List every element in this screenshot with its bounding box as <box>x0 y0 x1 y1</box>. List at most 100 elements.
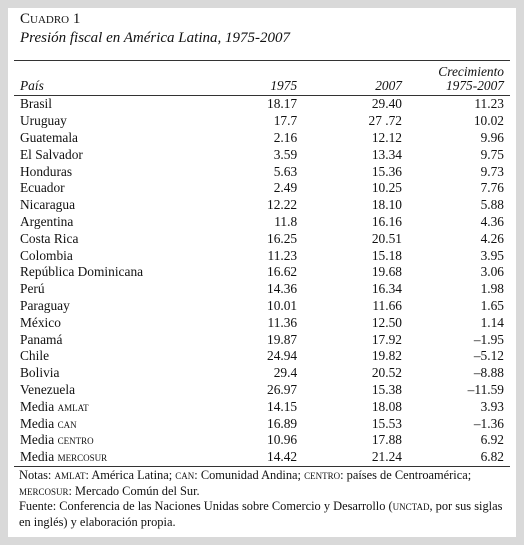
cell: 11.8 <box>274 213 298 229</box>
table-box: Cuadro 1 Presión fiscal en América Latin… <box>8 8 516 537</box>
cell: 10.25 <box>371 180 402 196</box>
cell: 9.96 <box>480 129 504 145</box>
cell: 15.36 <box>371 163 402 179</box>
table-body: Brasil 18.17 29.40 11.23 Uruguay 17.7 27 .72 10… <box>14 96 510 467</box>
row-name: México <box>14 314 206 331</box>
source-text: Fuente: Conferencia de las Naciones Unid… <box>19 499 511 530</box>
row-label: República Dominicana <box>20 264 144 280</box>
source-pre: Fuente: Conferencia de las Naciones Unid… <box>19 499 393 513</box>
row-name: Chile <box>14 348 206 365</box>
column-header: 1975 <box>206 60 304 96</box>
row-label: El Salvador <box>20 146 83 162</box>
row-abbr: centro <box>57 432 94 448</box>
cell: 4.26 <box>480 230 504 246</box>
cell: 19.87 <box>267 331 298 347</box>
row-label: Colombia <box>20 247 73 263</box>
cell: 5.63 <box>273 163 298 179</box>
note-desc: : América Latina; <box>85 468 173 482</box>
cell: –1.95 <box>473 331 504 347</box>
row-name: República Dominicana <box>14 264 206 281</box>
cell: 20.52 <box>371 365 402 381</box>
notes: Notas: amlat: América Latina; can: Comun… <box>19 468 511 530</box>
row-label: Guatemala <box>20 129 78 145</box>
table-row: Media amlat 14.15 18.08 3.93 <box>14 398 510 415</box>
row-label: Uruguay <box>20 113 67 129</box>
row-label: Venezuela <box>20 381 76 397</box>
row-label: Ecuador <box>20 180 65 196</box>
column-header: Crecimiento 1975-2007 <box>408 60 510 96</box>
row-name: Ecuador <box>14 180 206 197</box>
cell: 11.66 <box>372 297 402 313</box>
note-abbr: amlat <box>54 468 86 482</box>
cell: 15.18 <box>371 247 402 263</box>
cell: 24.94 <box>267 348 298 364</box>
table-row: México 11.36 12.50 1.14 <box>14 314 510 331</box>
cell: 26.97 <box>267 381 298 397</box>
cell: 16.89 <box>267 415 298 431</box>
row-label: Media <box>20 449 55 465</box>
table-row: Argentina 11.8 16.16 4.36 <box>14 214 510 231</box>
table-row: Ecuador 2.49 10.25 7.76 <box>14 180 510 197</box>
row-label: Honduras <box>20 163 73 179</box>
cell: 17.92 <box>371 331 402 347</box>
cell: 1.65 <box>480 297 504 313</box>
cell: 18.10 <box>371 197 402 213</box>
row-label: Paraguay <box>20 297 70 313</box>
cell: 12.22 <box>267 197 298 213</box>
cell: 14.42 <box>206 448 304 467</box>
cell: 1.98 <box>480 281 504 297</box>
source-abbr: unctad <box>392 499 430 513</box>
row-label: Bolivia <box>20 365 60 381</box>
row-name: El Salvador <box>14 146 206 163</box>
header-row: País 1975 2007 Crecimiento 1975-2007 <box>14 60 510 96</box>
source-post: , por sus siglas en inglés) y elaboració… <box>19 499 503 529</box>
cell: 11.23 <box>267 247 298 263</box>
cell: 19.68 <box>371 264 402 280</box>
cell: 15.53 <box>371 415 402 431</box>
row-abbr: mercosur <box>57 449 108 465</box>
row-name: Media centro <box>14 432 206 449</box>
cell: –1.36 <box>473 415 504 431</box>
cell: 5.88 <box>480 197 504 213</box>
table-row: Panamá 19.87 17.92 –1.95 <box>14 331 510 348</box>
cell: 6.82 <box>408 448 510 467</box>
row-name: Media amlat <box>14 398 206 415</box>
row-name: Venezuela <box>14 382 206 399</box>
row-label: Costa Rica <box>20 230 79 246</box>
cell: 10.96 <box>267 432 298 448</box>
cell: 11.23 <box>474 96 504 112</box>
table-row: Honduras 5.63 15.36 9.73 <box>14 163 510 180</box>
cell: –8.88 <box>473 365 504 381</box>
note-abbr: centro <box>304 468 341 482</box>
cell: 3.06 <box>480 264 504 280</box>
cell: 10.01 <box>267 297 298 313</box>
table-row: Costa Rica 16.25 20.51 4.26 <box>14 230 510 247</box>
row-label: Nicaragua <box>20 197 76 213</box>
row-abbr: amlat <box>57 398 89 414</box>
row-label: Media <box>20 398 55 414</box>
notes-label: Notas: <box>19 468 52 482</box>
cell: 17.7 <box>273 113 298 129</box>
cell: 1.14 <box>480 314 504 330</box>
note-desc: : países de Centroamérica; <box>340 468 472 482</box>
table-row: Perú 14.36 16.34 1.98 <box>14 281 510 298</box>
row-name: Nicaragua <box>14 197 206 214</box>
cell: 16.34 <box>371 281 402 297</box>
cell: 12.50 <box>371 314 402 330</box>
row-name: Guatemala <box>14 130 206 147</box>
row-name: Brasil <box>14 96 206 113</box>
cell: 13.34 <box>371 146 402 162</box>
cell: 18.17 <box>267 96 298 112</box>
cell: 29.40 <box>371 96 402 112</box>
cell: –11.59 <box>467 381 504 397</box>
data-table: País 1975 2007 Crecimiento 1975-2007 Brasil… <box>14 60 510 467</box>
cell: 2.49 <box>273 180 298 196</box>
table-row: República Dominicana 16.62 19.68 3.06 <box>14 264 510 281</box>
table-row: Media centro 10.96 17.88 6.92 <box>14 432 510 449</box>
row-name: Colombia <box>14 247 206 264</box>
row-name: Costa Rica <box>14 230 206 247</box>
table-row: Venezuela 26.97 15.38 –11.59 <box>14 382 510 399</box>
row-name: Honduras <box>14 163 206 180</box>
cell: 29.4 <box>273 365 298 381</box>
